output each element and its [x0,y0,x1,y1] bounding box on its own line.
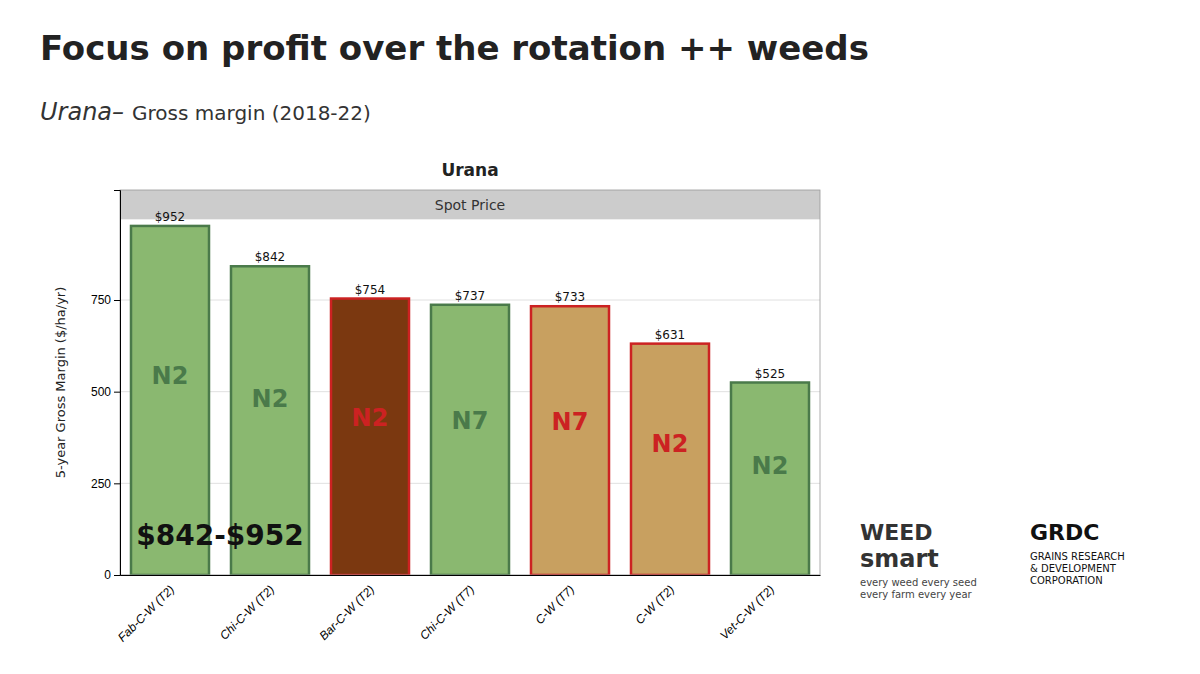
x-tick: Chi-C-W (T7) [417,582,477,642]
spot-price-band [120,190,820,219]
tick-mark [114,300,120,301]
subtitle-detail: Gross margin (2018-22) [132,101,371,125]
bar [331,299,409,575]
axis-line [121,575,821,576]
bar-label: N7 [452,407,489,435]
x-tick: Bar-C-W (T2) [317,582,378,643]
bar [431,305,509,575]
suptitle: Focus on profit over the rotation ++ wee… [40,28,869,68]
subtitle-location: Urana– [40,98,124,126]
bar-label: N7 [552,408,589,436]
bar [531,306,609,575]
footer: WEEDsmart every weed every seedevery farm… [860,520,1125,600]
logo-text: smart [860,545,939,573]
tick-label: C-W (T7) [532,582,577,627]
y-axis-title: 5-year Gross Margin ($/ha/yr) [53,287,68,479]
data-label: $733 [555,290,586,304]
bar-label: N2 [252,385,289,413]
tick-label: 0 [104,568,111,582]
bar [631,344,709,575]
bar-label: N2 [652,430,689,458]
axis-line [114,191,121,576]
bar-label: N2 [752,452,789,480]
tick-label: 250 [91,477,111,491]
grid [120,300,820,575]
tick-mark [114,575,120,576]
bar [731,383,809,576]
data-label: $737 [455,289,486,303]
plot: 0 250 500 750 Fab-C-W (T2) Chi-C-W (T2) Bar-C-… [91,190,821,645]
tick-label: 750 [91,293,111,307]
marks [120,190,820,575]
chart-title: Urana [441,160,498,180]
x-tick: Fab-C-W (T2) [115,582,177,644]
annotation: $842-$952 [136,519,303,552]
data-label: $952 [155,210,186,224]
bar-label: N2 [152,362,189,390]
logo-tagline: GRAINS RESEARCH [1030,551,1125,562]
bar-label: N2 [352,404,389,432]
tick-label: 500 [91,385,111,399]
tick-label: Chi-C-W (T7) [417,582,477,642]
x-tick: Vet-C-W (T2) [717,582,777,642]
tick-label: C-W (T2) [632,582,677,627]
x-tick: C-W (T2) [632,582,677,627]
tick-mark [114,392,120,393]
logo-tagline: & DEVELOPMENT [1030,563,1117,574]
logo-tagline: CORPORATION [1030,575,1103,586]
data-label: $525 [755,367,786,381]
data-label: $631 [655,328,686,342]
tick-label: Bar-C-W (T2) [317,582,378,643]
chart: Focus on profit over the rotation ++ wee… [0,0,1200,674]
x-tick: C-W (T7) [532,582,577,627]
logo-tagline: every farm every year [860,589,973,600]
logo-text: GRDC [1030,520,1099,545]
logo-text: WEED [860,520,933,545]
data-label: $754 [355,283,386,297]
tick-mark [114,483,120,484]
x-axis: Fab-C-W (T2) Chi-C-W (T2) Bar-C-W (T2) Chi-… [115,576,821,645]
logo-tagline: every weed every seed [860,577,977,588]
data-label: $842 [255,250,286,264]
tick-label: Vet-C-W (T2) [717,582,777,642]
y-tick: 750 [91,293,120,307]
y-tick: 250 [91,477,120,491]
x-tick: Chi-C-W (T2) [217,582,277,642]
y-axis: 0 250 500 750 [91,191,121,583]
spot-price-label: Spot Price [435,197,505,213]
y-tick: 0 [104,568,120,582]
tick-label: Chi-C-W (T2) [217,582,277,642]
plot-frame [120,190,820,575]
tick-label: Fab-C-W (T2) [115,582,177,644]
subtitle: Urana– Gross margin (2018-22) [40,98,371,126]
y-tick: 500 [91,385,120,399]
labels: Spot Price $952 $842 $754 $737 $733 $631 $525 N2… [136,197,788,552]
